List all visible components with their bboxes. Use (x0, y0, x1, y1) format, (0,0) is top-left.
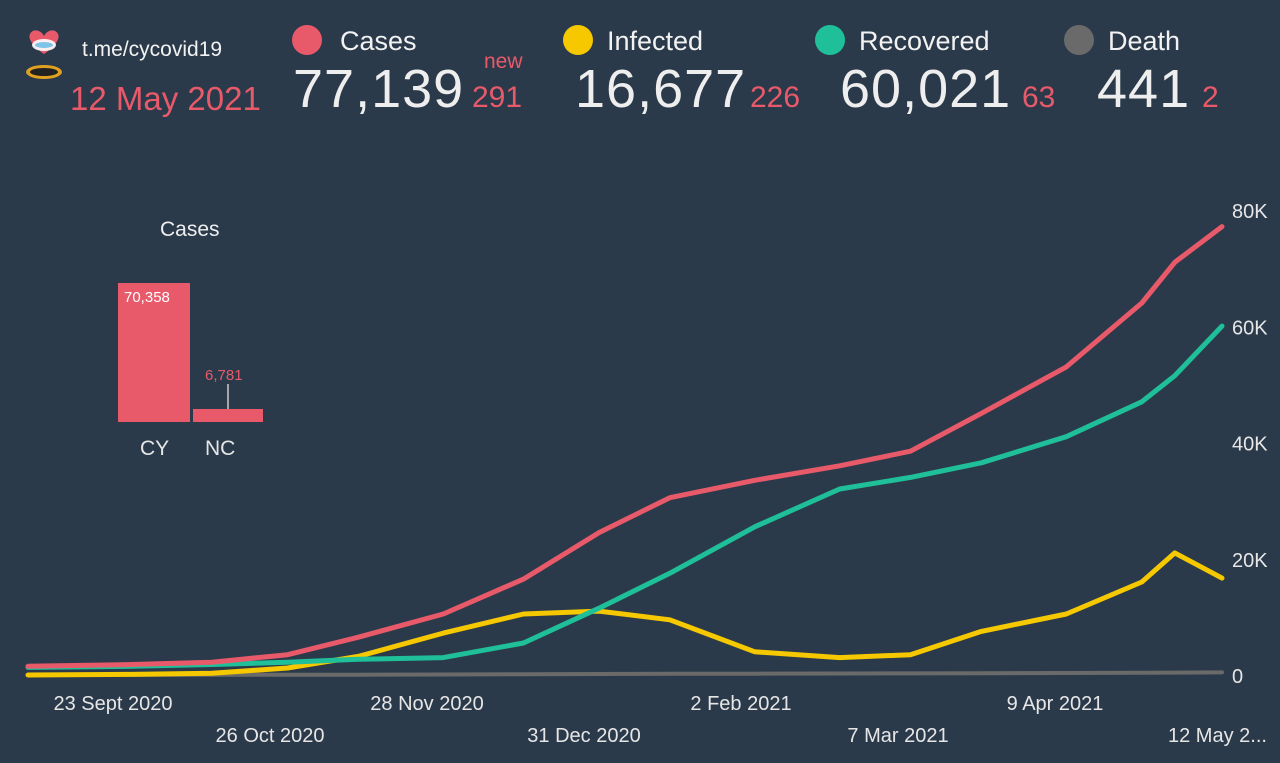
y-tick-label: 80K (1232, 201, 1268, 223)
cases-label: Cases (340, 26, 417, 56)
x-tick-label: 23 Sept 2020 (54, 693, 173, 715)
inset-category-nc: NC (205, 437, 235, 460)
x-tick-label: 12 May 2... (1168, 725, 1267, 747)
recovered-legend-dot-icon (815, 25, 845, 55)
report-date: 12 May 2021 (70, 80, 261, 117)
y-tick-label: 60K (1232, 317, 1268, 339)
series-line-infected (25, 550, 1225, 678)
channel-link[interactable]: t.me/cycovid19 (82, 38, 223, 61)
series-line-death (26, 670, 1224, 677)
x-tick-label: 26 Oct 2020 (216, 725, 325, 747)
infected-new: 226 (750, 81, 801, 114)
inset-category-cy: CY (140, 437, 169, 460)
inset-bar-cy (118, 283, 190, 422)
inset-bar-value-nc: 6,781 (205, 367, 243, 384)
inset-chart-title: Cases (160, 218, 220, 241)
y-tick-label: 0 (1232, 666, 1243, 688)
inset-bar-value-cy: 70,358 (124, 289, 170, 306)
x-tick-label: 7 Mar 2021 (847, 725, 948, 747)
inset-bar-nc (193, 409, 263, 422)
cases-total: 77,139 (293, 59, 465, 119)
new-label: new (484, 50, 523, 73)
death-total: 441 (1097, 59, 1191, 119)
series-line-cases (25, 224, 1225, 669)
cyprus-flag-logo-icon (22, 28, 66, 84)
y-tick-label: 40K (1232, 434, 1268, 456)
death-legend-dot-icon (1064, 25, 1094, 55)
series-line-recovered (25, 323, 1225, 670)
death-label: Death (1108, 26, 1181, 56)
y-tick-label: 20K (1232, 550, 1268, 572)
x-tick-label: 9 Apr 2021 (1007, 693, 1104, 715)
recovered-total: 60,021 (840, 59, 1012, 119)
recovered-new: 63 (1022, 81, 1056, 114)
x-tick-label: 28 Nov 2020 (370, 693, 483, 715)
x-tick-label: 2 Feb 2021 (690, 693, 791, 715)
cases-new: 291 (472, 81, 523, 114)
death-new: 2 (1202, 81, 1219, 114)
cases-legend-dot-icon (292, 25, 322, 55)
recovered-label: Recovered (859, 26, 990, 56)
x-tick-label: 31 Dec 2020 (527, 725, 640, 747)
infected-total: 16,677 (575, 59, 747, 119)
infected-label: Infected (607, 26, 704, 56)
infected-legend-dot-icon (563, 25, 593, 55)
